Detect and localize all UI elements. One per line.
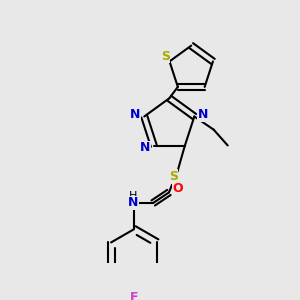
Text: O: O	[172, 182, 183, 195]
Text: H: H	[129, 191, 137, 201]
Text: N: N	[198, 108, 208, 121]
Text: N: N	[128, 196, 138, 209]
Text: F: F	[130, 291, 138, 300]
Text: S: S	[161, 50, 170, 63]
Text: S: S	[169, 170, 178, 183]
Text: N: N	[140, 141, 150, 154]
Text: N: N	[130, 108, 141, 121]
